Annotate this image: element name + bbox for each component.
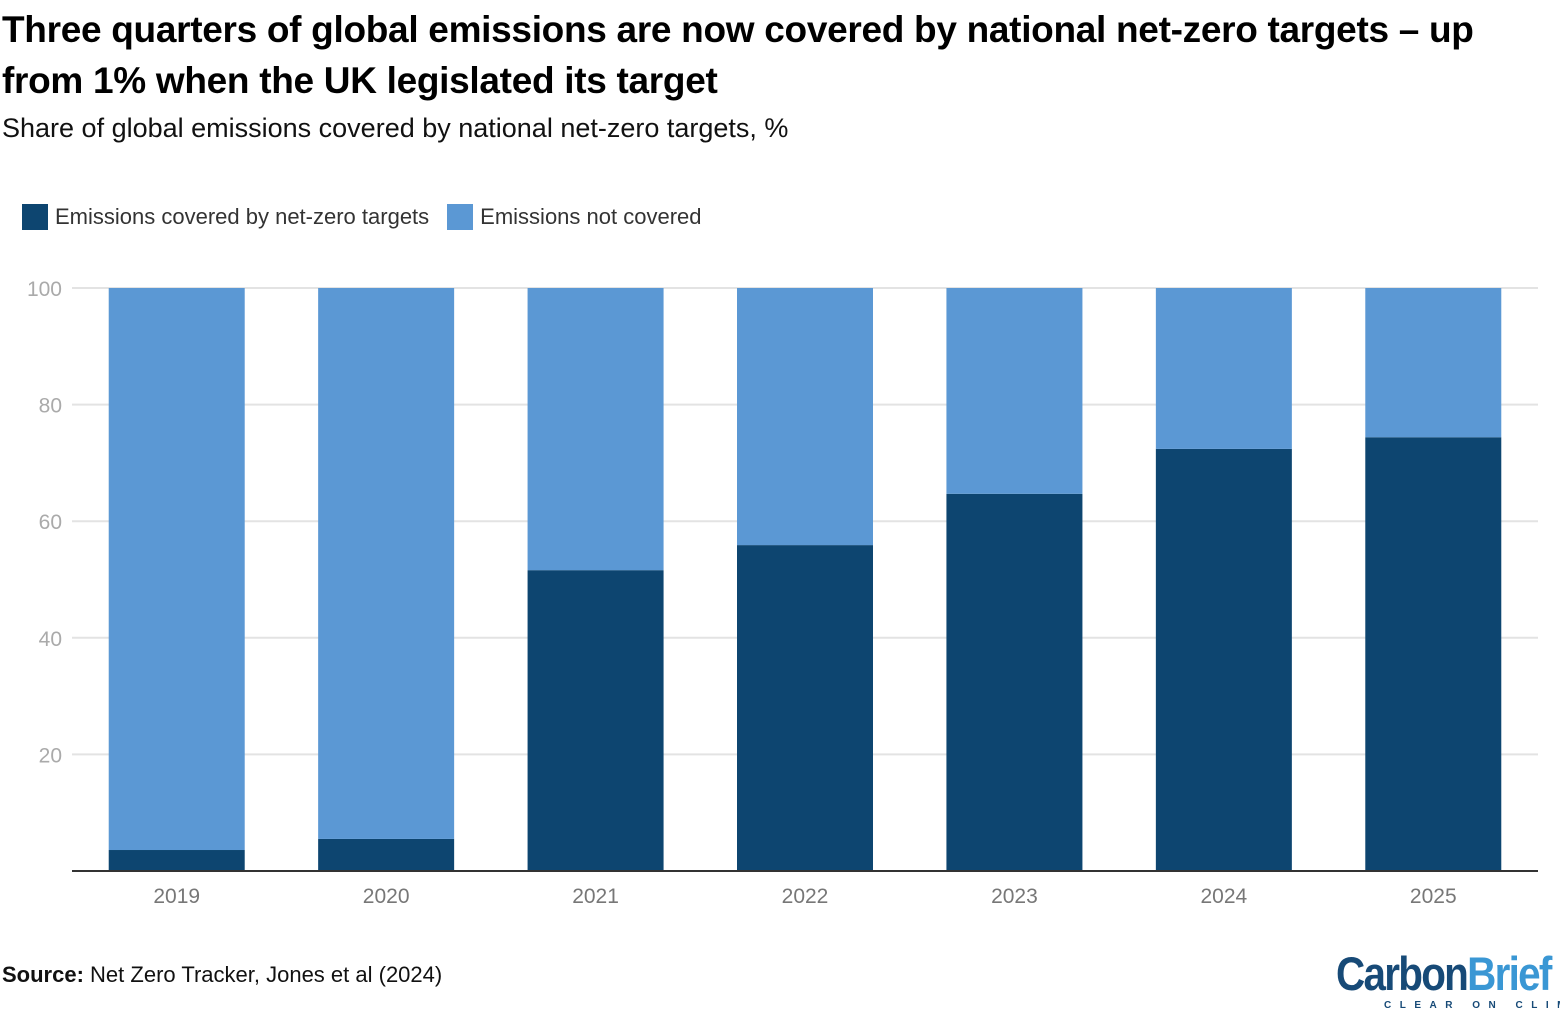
chart-title: Three quarters of global emissions are n… <box>2 9 1474 101</box>
bar-covered <box>1365 437 1502 871</box>
y-tick-label: 60 <box>39 511 62 534</box>
bar-covered <box>527 570 664 871</box>
legend-item-covered: Emissions covered by net-zero targets <box>22 204 429 230</box>
bar-not-covered <box>1155 288 1292 449</box>
source-note: Source: Net Zero Tracker, Jones et al (2… <box>2 962 442 988</box>
bar-not-covered <box>108 288 245 851</box>
x-tick-label: 2019 <box>153 885 200 908</box>
bar-covered <box>318 838 455 871</box>
bar-not-covered <box>1365 288 1502 438</box>
x-tick-label: 2020 <box>363 885 410 908</box>
bar-not-covered <box>946 288 1083 494</box>
logo-word-brief: Brief <box>1467 947 1552 1000</box>
bar-not-covered <box>318 288 455 839</box>
x-tick-label: 2021 <box>572 885 619 908</box>
logo-word-carbon: Carbon <box>1336 947 1469 1000</box>
legend-label-covered: Emissions covered by net-zero targets <box>55 204 430 229</box>
bar-covered <box>946 493 1083 871</box>
y-tick-label: 40 <box>39 628 62 651</box>
bar-not-covered <box>527 288 664 571</box>
x-tick-label: 2025 <box>1410 885 1457 908</box>
x-tick-label: 2022 <box>782 885 829 908</box>
legend-item-not-covered: Emissions not covered <box>447 204 702 230</box>
bar-covered <box>1155 448 1292 871</box>
bar-covered <box>737 545 873 871</box>
source-text: Net Zero Tracker, Jones et al (2024) <box>90 962 443 987</box>
carbon-brief-logo: CarbonBrief CLEAR ON CLIMATE <box>1336 947 1560 1012</box>
y-tick-label: 100 <box>27 278 62 301</box>
bar-not-covered <box>737 288 873 546</box>
bar-covered <box>108 850 245 871</box>
legend-swatch-not-covered <box>447 204 474 230</box>
legend: Emissions covered by net-zero targets Em… <box>22 204 702 230</box>
y-tick-label: 20 <box>39 744 62 767</box>
x-tick-label: 2024 <box>1200 885 1247 908</box>
legend-label-not-covered: Emissions not covered <box>480 204 702 229</box>
source-label: Source: <box>2 962 84 987</box>
logo-tagline: CLEAR ON CLIMATE <box>1384 1000 1560 1011</box>
x-tick-label: 2023 <box>991 885 1038 908</box>
legend-swatch-covered <box>22 204 48 230</box>
chart-subtitle: Share of global emissions covered by nat… <box>2 113 789 143</box>
y-tick-label: 80 <box>39 395 62 418</box>
